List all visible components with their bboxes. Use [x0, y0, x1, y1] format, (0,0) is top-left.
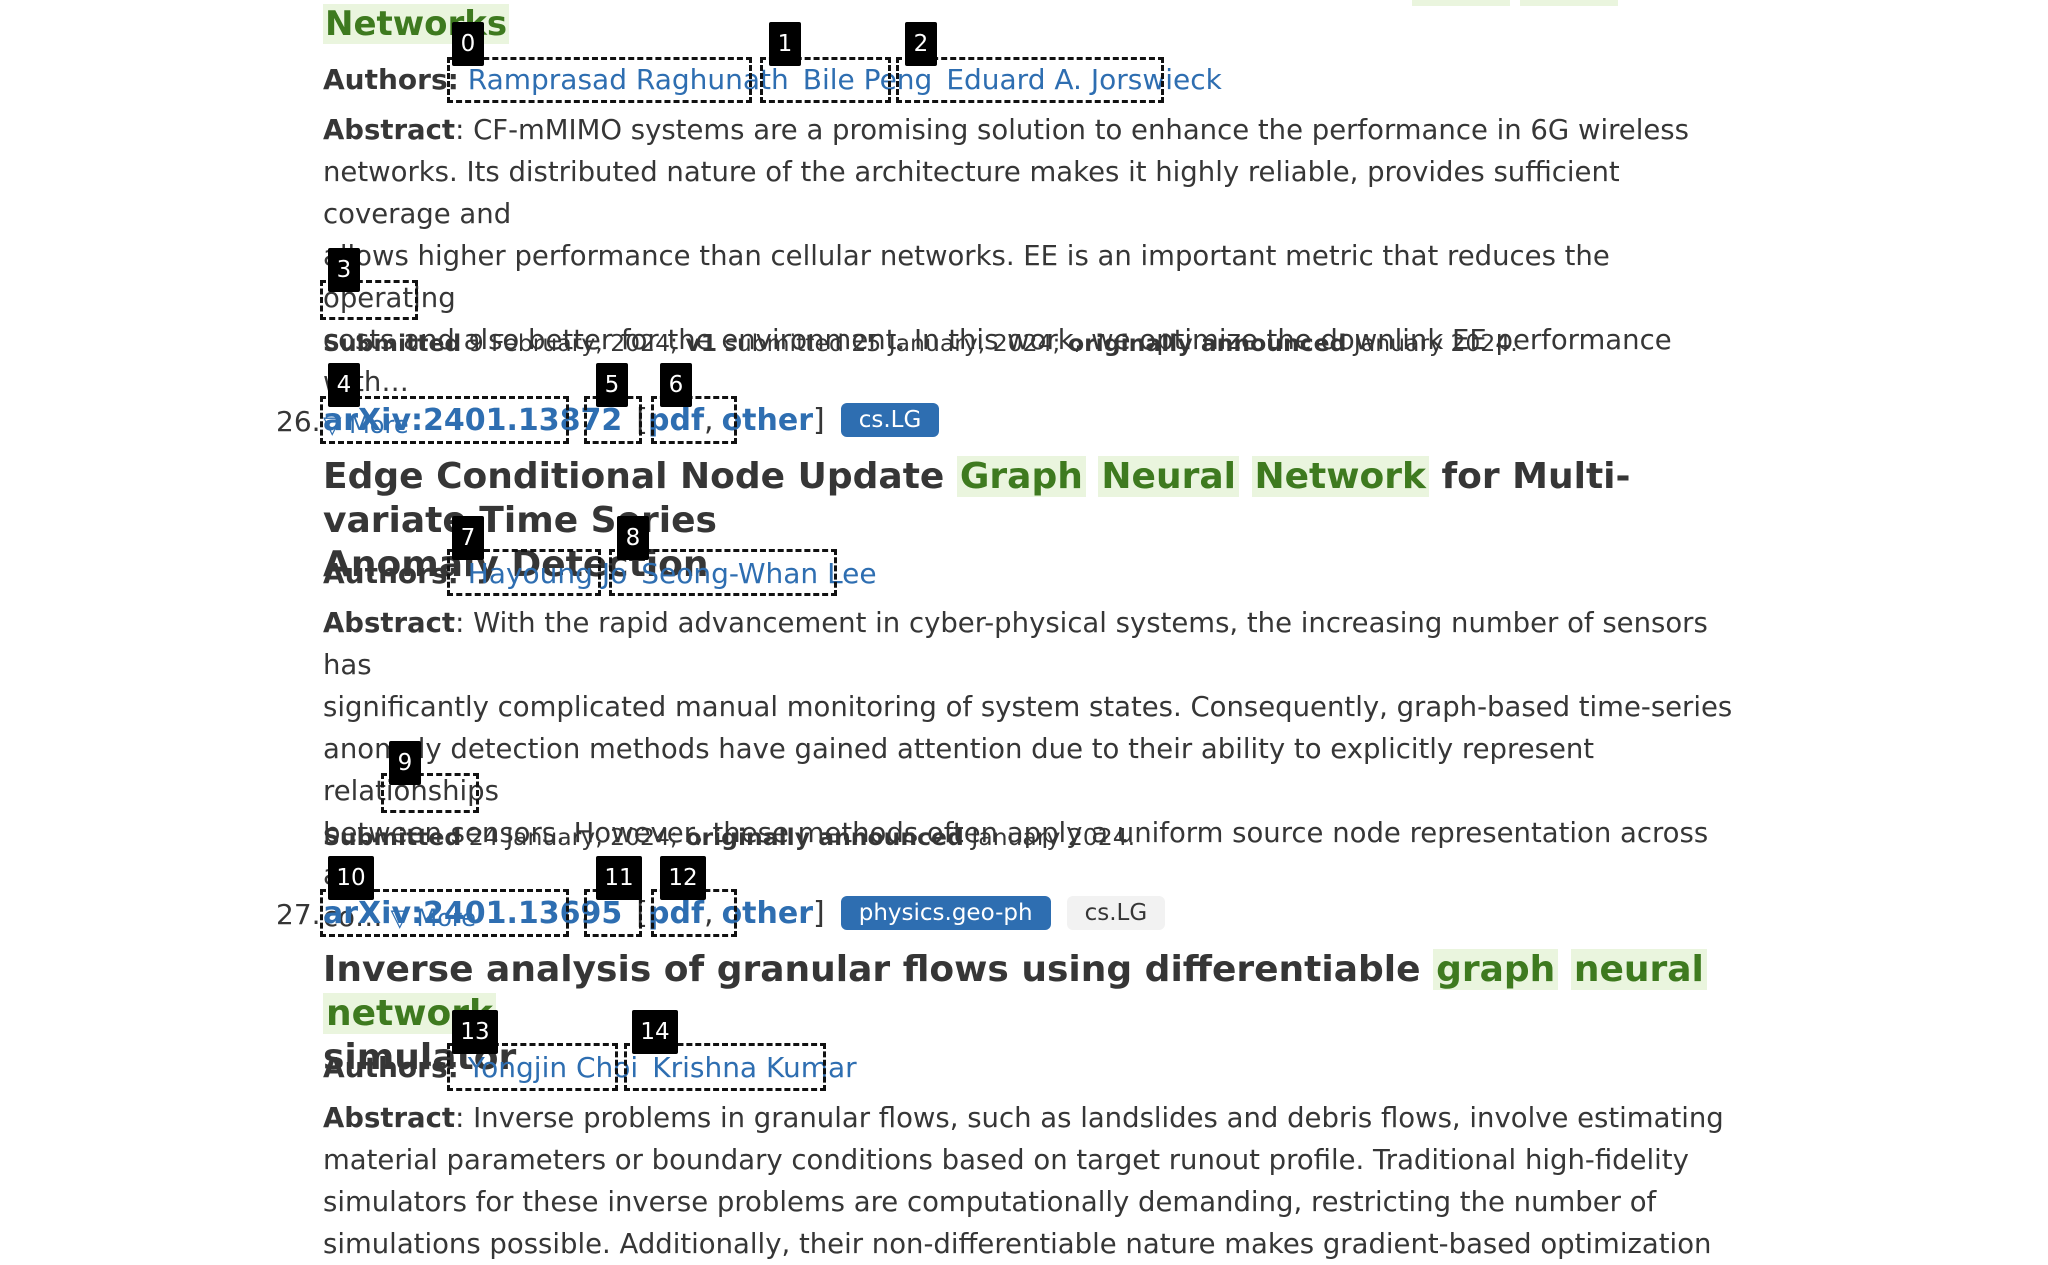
category-tag[interactable]: physics.geo-ph — [840, 896, 1051, 930]
marker-label-12: 12 — [660, 856, 706, 900]
abstract: Abstract: With the rapid advancement in … — [323, 607, 1733, 933]
other-formats-link[interactable]: other — [721, 402, 814, 438]
marker-label-4: 4 — [328, 363, 360, 407]
result-index: 26. — [276, 405, 321, 438]
marker-label-5: 5 — [596, 363, 628, 407]
marker-label-6: 6 — [660, 363, 692, 407]
abstract: Abstract: CF-mMIMO systems are a promisi… — [323, 114, 1689, 439]
author-link[interactable]: Krishna Kumar — [652, 1051, 857, 1084]
pdf-link[interactable]: pdf — [648, 402, 705, 438]
marker-label-7: 7 — [452, 516, 484, 560]
author-link[interactable]: Ramprasad Raghunath — [467, 63, 789, 96]
paper-links: arXiv:2401.13695 [pdf, other] physics.ge… — [323, 893, 1166, 933]
more-button[interactable]: ▽ More — [323, 411, 409, 439]
result-index: 27. — [276, 898, 321, 931]
submission-info: Submitted 9 February, 2024; v1 submitted… — [323, 329, 1518, 357]
more-button[interactable]: ▽ More — [390, 904, 477, 932]
authors-line: Authors: Yongjin Choi Krishna Kumar — [323, 1051, 857, 1084]
marker-label-9: 9 — [389, 741, 421, 785]
paper-links: arXiv:2401.13872 [pdf, other] cs.LG — [323, 400, 940, 440]
author-link[interactable]: Seong-Whan Lee — [641, 557, 877, 590]
paper-title: Inverse analysis of granular flows using… — [323, 948, 1743, 1080]
marker-label-8: 8 — [617, 516, 649, 560]
marker-label-11: 11 — [596, 856, 642, 900]
marker-label-1: 1 — [769, 22, 801, 66]
author-link[interactable]: Yongjin Choi — [467, 1051, 639, 1084]
marker-label-0: 0 — [452, 22, 484, 66]
paper-title: Edge Conditional Node Update Graph Neura… — [323, 456, 1631, 585]
marker-label-14: 14 — [632, 1010, 678, 1054]
marker-label-3: 3 — [328, 248, 360, 292]
marker-label-10: 10 — [328, 856, 374, 900]
category-tag[interactable]: cs.LG — [840, 403, 940, 437]
marker-label-13: 13 — [452, 1010, 498, 1054]
marker-label-2: 2 — [905, 22, 937, 66]
abstract: Abstract: Inverse problems in granular f… — [323, 1102, 1724, 1260]
arxiv-id-link[interactable]: arXiv:2401.13872 — [323, 402, 623, 438]
author-link[interactable]: Hayoung Jo — [467, 557, 628, 590]
category-tag[interactable]: cs.LG — [1066, 896, 1166, 930]
arxiv-id-link[interactable]: arXiv:2401.13695 — [323, 895, 623, 931]
other-formats-link[interactable]: other — [721, 895, 814, 931]
authors-line: Authors: Ramprasad Raghunath Bile Peng Edu… — [323, 63, 1222, 96]
highlight-remnants — [1412, 0, 1628, 10]
author-link[interactable]: Eduard A. Jorswieck — [946, 63, 1222, 96]
submission-info: Submitted 24 January, 2024; originally a… — [323, 823, 1136, 851]
pdf-link[interactable]: pdf — [648, 895, 705, 931]
author-link[interactable]: Bile Peng — [802, 63, 933, 96]
authors-line: Authors: Hayoung Jo Seong-Whan Lee — [323, 557, 877, 590]
